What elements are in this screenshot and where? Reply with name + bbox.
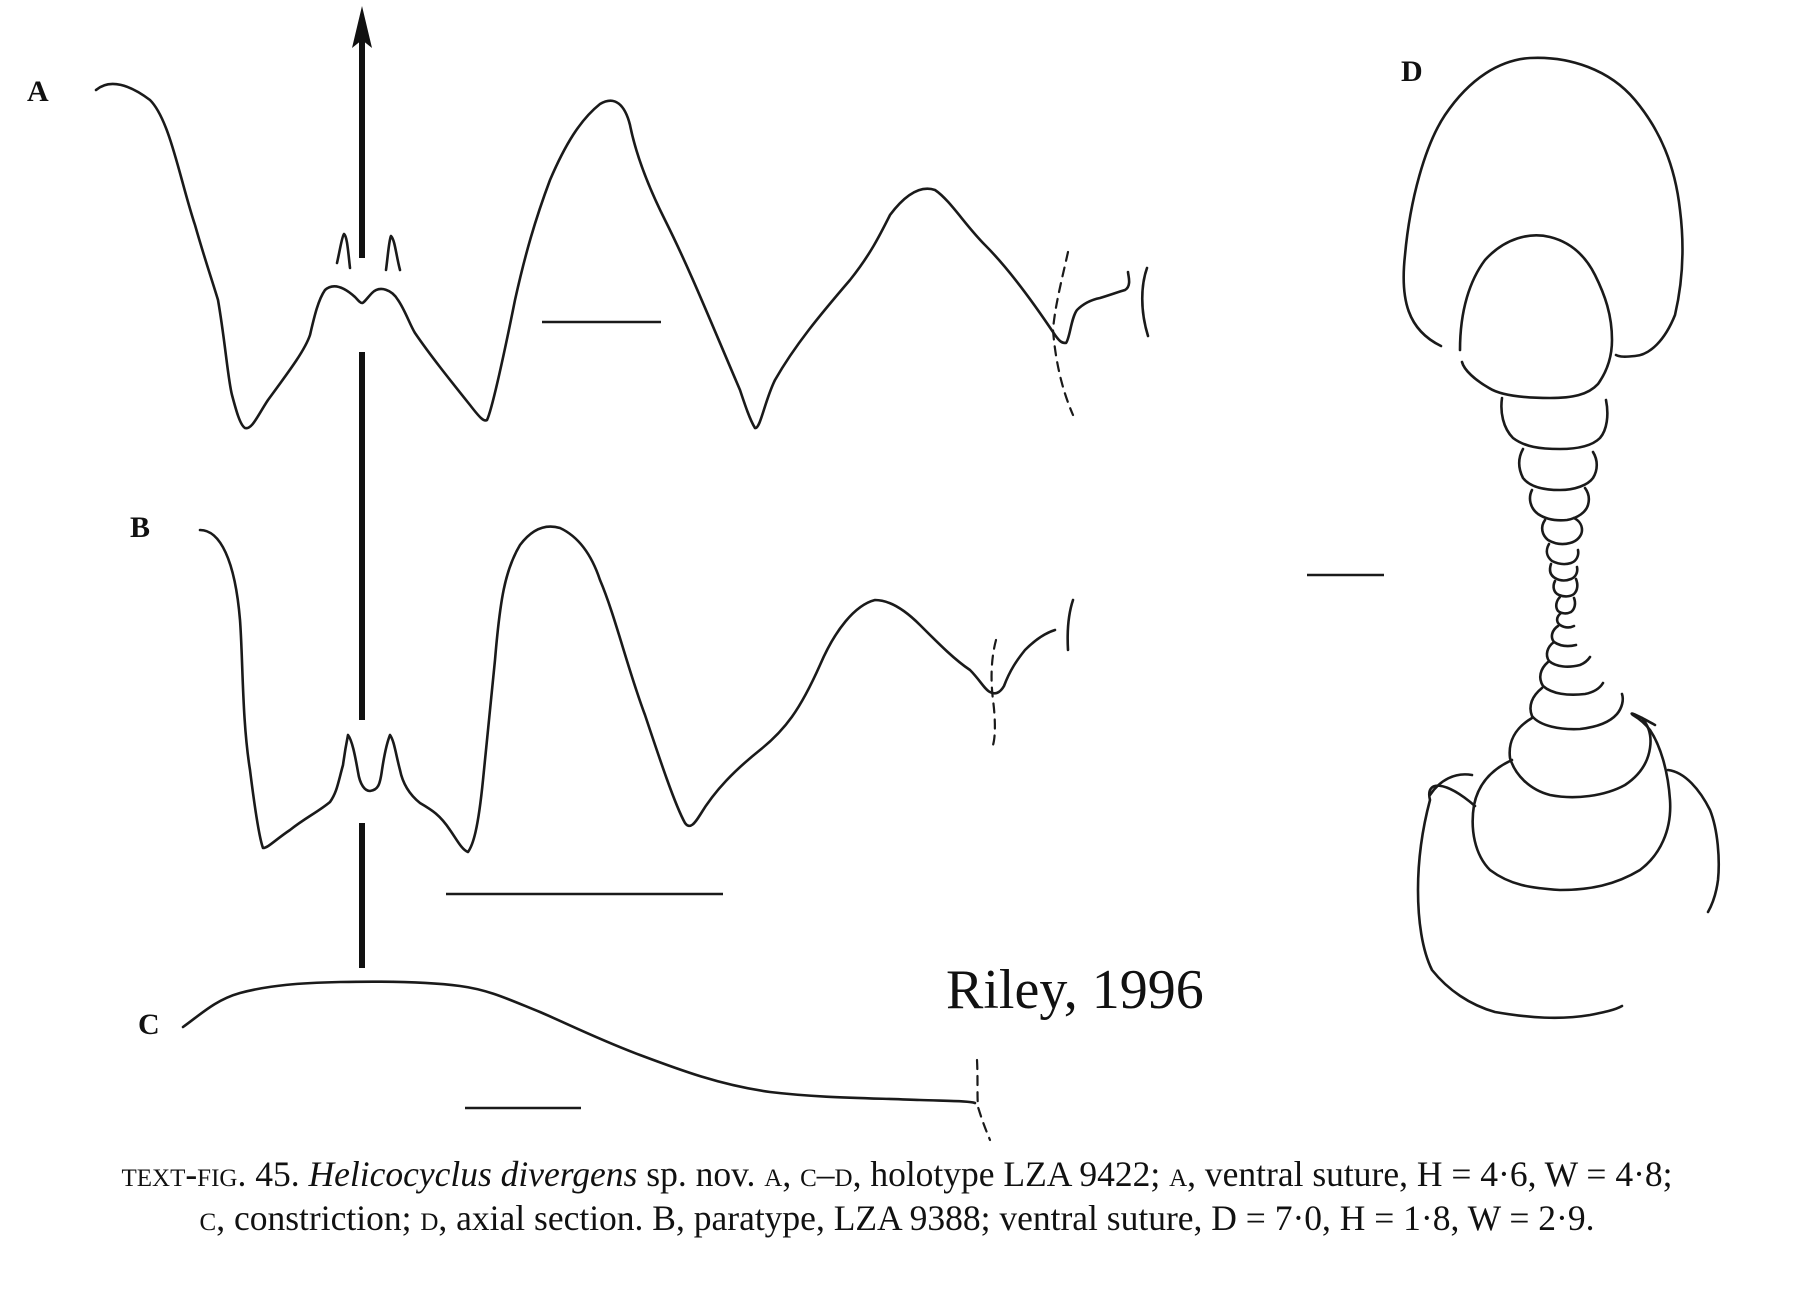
axis-arrow [352, 6, 372, 968]
suture-b [198, 525, 1075, 896]
caption-smallcaps: a [764, 1154, 783, 1194]
caption-species: Helicocyclus divergens [308, 1154, 638, 1194]
caption-smallcaps: c–d [800, 1154, 853, 1194]
axial-section-d [1307, 56, 1721, 1020]
caption-line-1: text-fig. 45. Helicocyclus divergens sp.… [0, 1152, 1794, 1196]
caption-fig-label: text-fig. 45. [121, 1154, 300, 1194]
figure-caption: text-fig. 45. Helicocyclus divergens sp.… [0, 1152, 1794, 1240]
caption-text: sp. nov. [637, 1154, 765, 1194]
panel-label-a: A [27, 75, 49, 108]
caption-text: , holotype LZA 9422; [852, 1154, 1170, 1194]
panel-label-c: C [138, 1008, 160, 1041]
panel-label-d: D [1401, 55, 1423, 88]
panel-label-b: B [130, 511, 150, 544]
caption-text: , ventral suture, H = 4·6, W = 4·8; [1187, 1154, 1673, 1194]
caption-smallcaps: a [1169, 1154, 1188, 1194]
caption-line-2: c, constriction; d, axial section. B, pa… [0, 1196, 1794, 1240]
figure-credit: Riley, 1996 [946, 959, 1204, 1021]
caption-text: , axial section. B, paratype, LZA 9388; … [438, 1198, 1595, 1238]
constriction-c [181, 980, 992, 1142]
caption-text: , constriction; [216, 1198, 421, 1238]
caption-smallcaps: d [420, 1198, 439, 1238]
caption-smallcaps: c [199, 1198, 217, 1238]
suture-a [94, 82, 1150, 430]
caption-text: , [782, 1154, 801, 1194]
